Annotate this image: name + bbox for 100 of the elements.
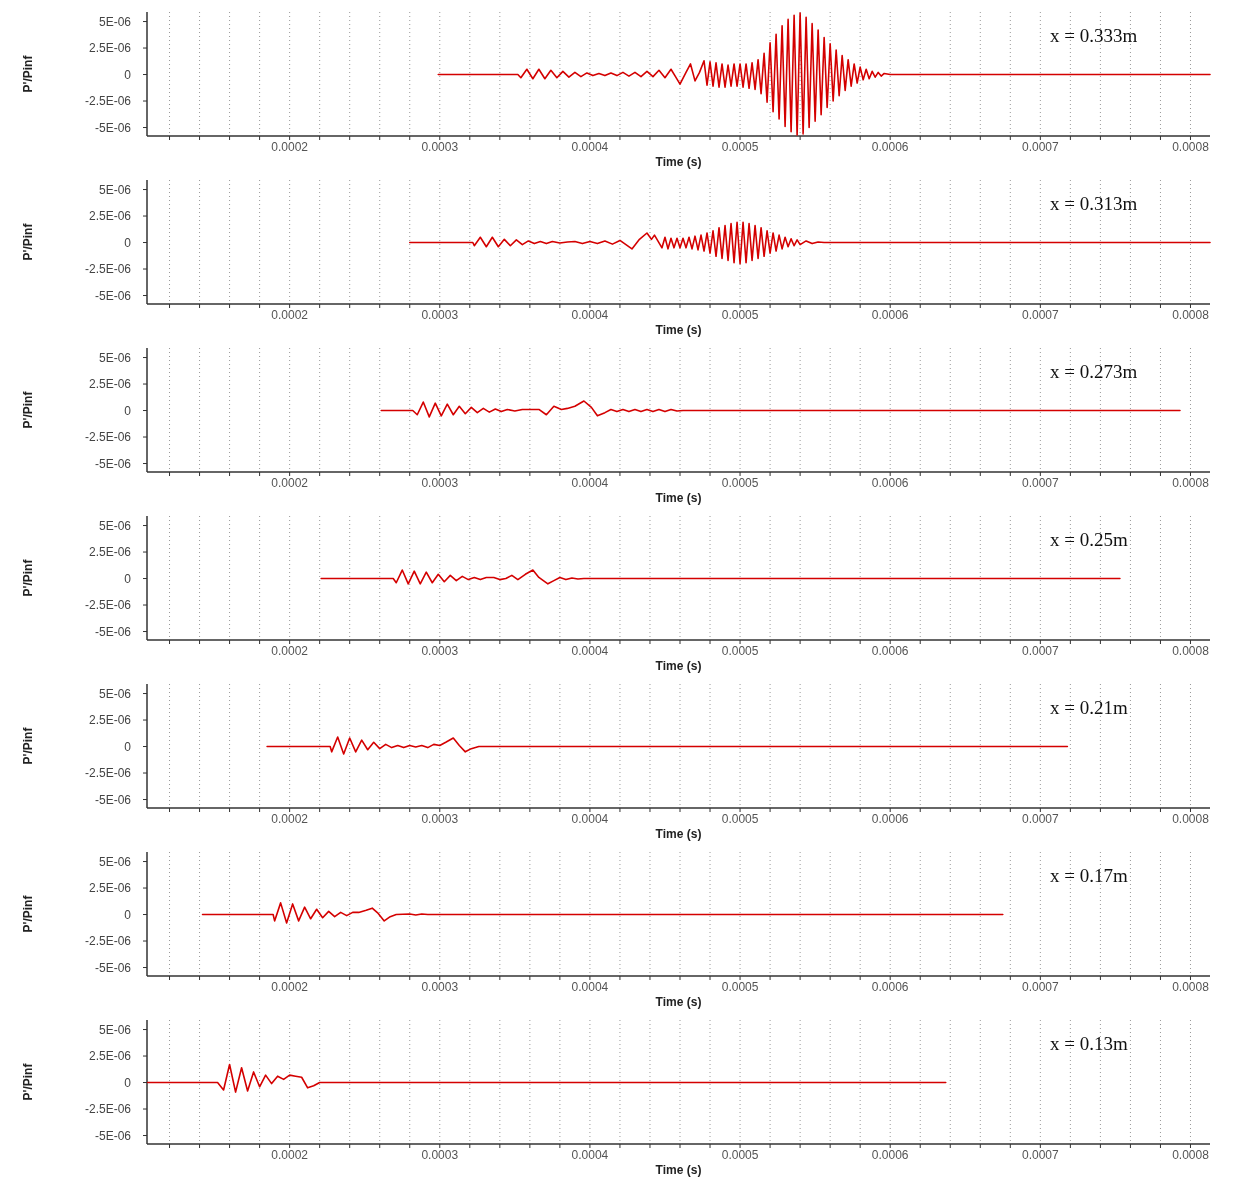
- x-tick-label: 0.0004: [571, 980, 609, 994]
- y-axis-title: P'/Pinf: [21, 222, 35, 261]
- y-tick-label: -5E-06: [94, 456, 132, 471]
- y-axis-title: P'/Pinf: [21, 390, 35, 429]
- y-tick-label: -5E-06: [94, 960, 132, 975]
- x-tick-label: 0.0002: [271, 980, 309, 994]
- line-series: [437, 12, 1211, 136]
- x-tick-label: 0.0002: [271, 308, 309, 322]
- x-tick-label: 0.0007: [1021, 1148, 1060, 1162]
- x-tick-label: 0.0003: [421, 476, 459, 490]
- x-tick-label: 0.0007: [1021, 980, 1060, 994]
- y-tick-label: 0: [124, 403, 132, 418]
- line-series: [266, 736, 1069, 755]
- annotation: x = 0.273m: [1050, 361, 1138, 382]
- x-tick-label: 0.0006: [871, 980, 909, 994]
- x-tick-label: 0.0008: [1172, 476, 1210, 490]
- x-tick-label: 0.0003: [421, 812, 459, 826]
- line-series: [201, 902, 1004, 924]
- x-tick-label: 0.0007: [1021, 308, 1060, 322]
- y-tick-label: 5E-06: [98, 854, 132, 869]
- x-tick-label: 0.0006: [871, 1148, 909, 1162]
- x-tick-label: 0.0004: [571, 1148, 609, 1162]
- y-tick-label: 2.5E-06: [88, 881, 132, 896]
- x-tick-label: 0.0005: [721, 812, 759, 826]
- y-tick-label: -2.5E-06: [84, 1102, 132, 1117]
- x-axis-title: Time (s): [655, 827, 702, 841]
- y-tick-label: 2.5E-06: [88, 1049, 132, 1064]
- x-tick-label: 0.0004: [571, 812, 609, 826]
- x-tick-label: 0.0007: [1021, 476, 1060, 490]
- y-tick-label: 5E-06: [98, 1022, 132, 1037]
- x-tick-label: 0.0006: [871, 140, 909, 154]
- x-axis-title: Time (s): [655, 491, 702, 505]
- x-tick-label: 0.0005: [721, 980, 759, 994]
- x-tick-label: 0.0004: [571, 140, 609, 154]
- x-axis-title: Time (s): [655, 1163, 702, 1177]
- x-tick-label: 0.0003: [421, 644, 459, 658]
- y-tick-label: -5E-06: [94, 288, 132, 303]
- annotation: x = 0.21m: [1050, 697, 1128, 718]
- x-tick-label: 0.0008: [1172, 644, 1210, 658]
- x-tick-label: 0.0002: [271, 1148, 309, 1162]
- y-tick-label: 2.5E-06: [88, 41, 132, 56]
- x-tick-label: 0.0004: [571, 644, 609, 658]
- y-tick-label: -2.5E-06: [84, 598, 132, 613]
- x-tick-label: 0.0008: [1172, 308, 1210, 322]
- y-tick-label: 0: [124, 739, 132, 754]
- x-tick-label: 0.0008: [1172, 980, 1210, 994]
- x-tick-label: 0.0003: [421, 1148, 459, 1162]
- x-tick-label: 0.0005: [721, 476, 759, 490]
- y-tick-label: 0: [124, 67, 132, 82]
- y-tick-label: -2.5E-06: [84, 766, 132, 781]
- y-tick-label: 2.5E-06: [88, 209, 132, 224]
- x-axis-title: Time (s): [655, 323, 702, 337]
- y-axis-title: P'/Pinf: [21, 558, 35, 597]
- y-tick-label: -2.5E-06: [84, 262, 132, 277]
- y-tick-label: 0: [124, 1075, 132, 1090]
- y-axis-title: P'/Pinf: [21, 54, 35, 93]
- x-tick-label: 0.0005: [721, 1148, 759, 1162]
- x-axis-title: Time (s): [655, 995, 702, 1009]
- x-tick-label: 0.0003: [421, 140, 459, 154]
- x-tick-label: 0.0006: [871, 812, 909, 826]
- x-tick-label: 0.0002: [271, 140, 309, 154]
- x-tick-label: 0.0002: [271, 812, 309, 826]
- x-tick-label: 0.0006: [871, 308, 909, 322]
- annotation: x = 0.17m: [1050, 865, 1128, 886]
- y-tick-label: 5E-06: [98, 686, 132, 701]
- x-tick-label: 0.0007: [1021, 140, 1060, 154]
- line-series: [408, 221, 1211, 265]
- x-tick-label: 0.0007: [1021, 812, 1060, 826]
- annotation: x = 0.13m: [1050, 1033, 1128, 1054]
- y-tick-label: 2.5E-06: [88, 377, 132, 392]
- x-tick-label: 0.0008: [1172, 812, 1210, 826]
- y-tick-label: 2.5E-06: [88, 545, 132, 560]
- x-axis-title: Time (s): [655, 659, 702, 673]
- annotation: x = 0.333m: [1050, 25, 1138, 46]
- line-series: [320, 569, 1121, 585]
- x-tick-label: 0.0002: [271, 644, 309, 658]
- y-tick-label: -5E-06: [94, 120, 132, 135]
- annotation: x = 0.25m: [1050, 529, 1128, 550]
- y-tick-label: -2.5E-06: [84, 430, 132, 445]
- x-tick-label: 0.0005: [721, 308, 759, 322]
- x-tick-label: 0.0007: [1021, 644, 1060, 658]
- x-tick-label: 0.0008: [1172, 140, 1210, 154]
- annotation: x = 0.313m: [1050, 193, 1138, 214]
- y-tick-label: 0: [124, 571, 132, 586]
- y-tick-label: 0: [124, 907, 132, 922]
- y-tick-label: 2.5E-06: [88, 713, 132, 728]
- x-tick-label: 0.0002: [271, 476, 309, 490]
- line-series: [146, 1063, 947, 1093]
- y-tick-label: 0: [124, 235, 132, 250]
- x-tick-label: 0.0005: [721, 644, 759, 658]
- y-axis-title: P'/Pinf: [21, 894, 35, 933]
- y-tick-label: -5E-06: [94, 624, 132, 639]
- x-tick-label: 0.0004: [571, 476, 609, 490]
- x-tick-label: 0.0003: [421, 980, 459, 994]
- y-tick-label: 5E-06: [98, 350, 132, 365]
- y-tick-label: -5E-06: [94, 1128, 132, 1143]
- x-tick-label: 0.0008: [1172, 1148, 1210, 1162]
- x-tick-label: 0.0003: [421, 308, 459, 322]
- y-tick-label: -2.5E-06: [84, 94, 132, 109]
- x-tick-label: 0.0006: [871, 476, 909, 490]
